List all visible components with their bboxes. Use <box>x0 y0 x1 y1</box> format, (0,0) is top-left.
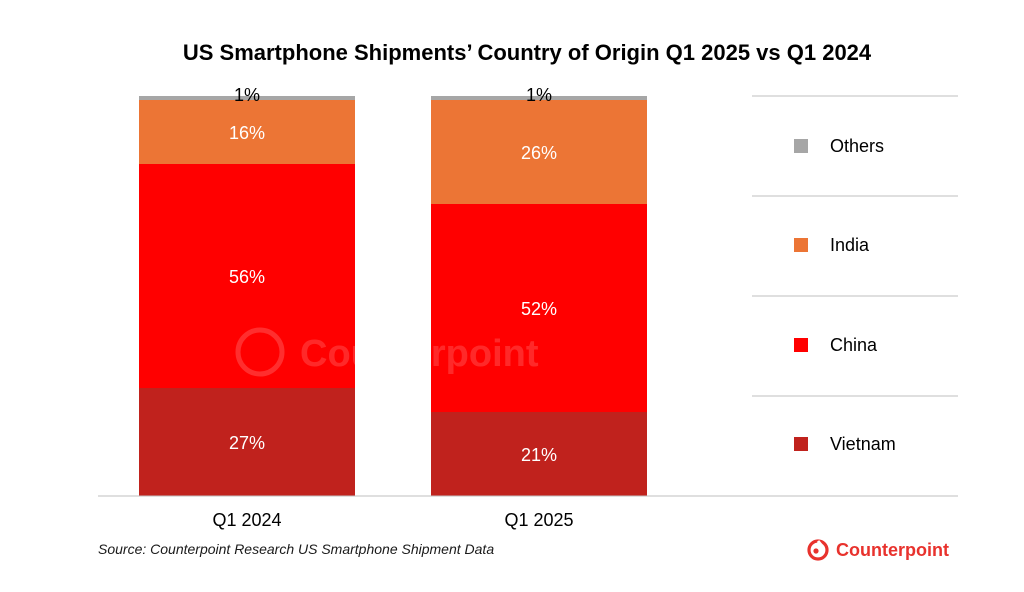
data-label-china-1: 56% <box>229 267 265 287</box>
bar-segment-india-2 <box>431 100 647 204</box>
bar-segment-vietnam-2 <box>431 412 647 496</box>
data-label-india-2: 26% <box>521 143 557 163</box>
bar-segment-others-2 <box>431 96 647 100</box>
bars-group: 27% 56% 16% 1% 21% 52% 26% 1% <box>139 85 647 496</box>
data-label-others-1: 1% <box>234 85 260 105</box>
bar-segment-china-2 <box>431 204 647 412</box>
legend-label-vietnam: Vietnam <box>830 434 896 454</box>
x-tick-label: Q1 2024 <box>212 510 281 530</box>
legend-swatch-vietnam <box>794 437 808 451</box>
source-note: Source: Counterpoint Research US Smartph… <box>98 541 495 557</box>
data-label-vietnam-1: 27% <box>229 433 265 453</box>
watermark-text: Counterpoint <box>300 333 539 375</box>
brand-name: Counterpoint <box>836 539 949 560</box>
bar-segment-india-1 <box>139 100 355 164</box>
brand-logo: Counterpoint <box>806 538 949 562</box>
legend-swatch-india <box>794 238 808 252</box>
watermark-logo-icon <box>235 327 285 377</box>
legend-swatch-others <box>794 139 808 153</box>
watermark: Counterpoint <box>235 327 539 377</box>
legend-swatch-china <box>794 338 808 352</box>
counterpoint-logo-icon <box>807 539 829 561</box>
data-label-china-2: 52% <box>521 299 557 319</box>
legend: Others India China Vietnam <box>752 95 958 497</box>
legend-label-others: Others <box>830 136 884 156</box>
chart-title: US Smartphone Shipments’ Country of Orig… <box>183 40 872 65</box>
legend-label-india: India <box>830 235 870 255</box>
x-tick-label: Q1 2025 <box>504 510 573 530</box>
legend-label-china: China <box>830 335 878 355</box>
bar-segment-china-1 <box>139 164 355 388</box>
data-label-india-1: 16% <box>229 123 265 143</box>
data-label-vietnam-2: 21% <box>521 445 557 465</box>
x-tick-labels: Q1 2024 Q1 2025 <box>212 510 573 530</box>
bar-segment-vietnam-1 <box>139 388 355 496</box>
bar-segment-others-1 <box>139 96 355 100</box>
data-label-others-2: 1% <box>526 85 552 105</box>
